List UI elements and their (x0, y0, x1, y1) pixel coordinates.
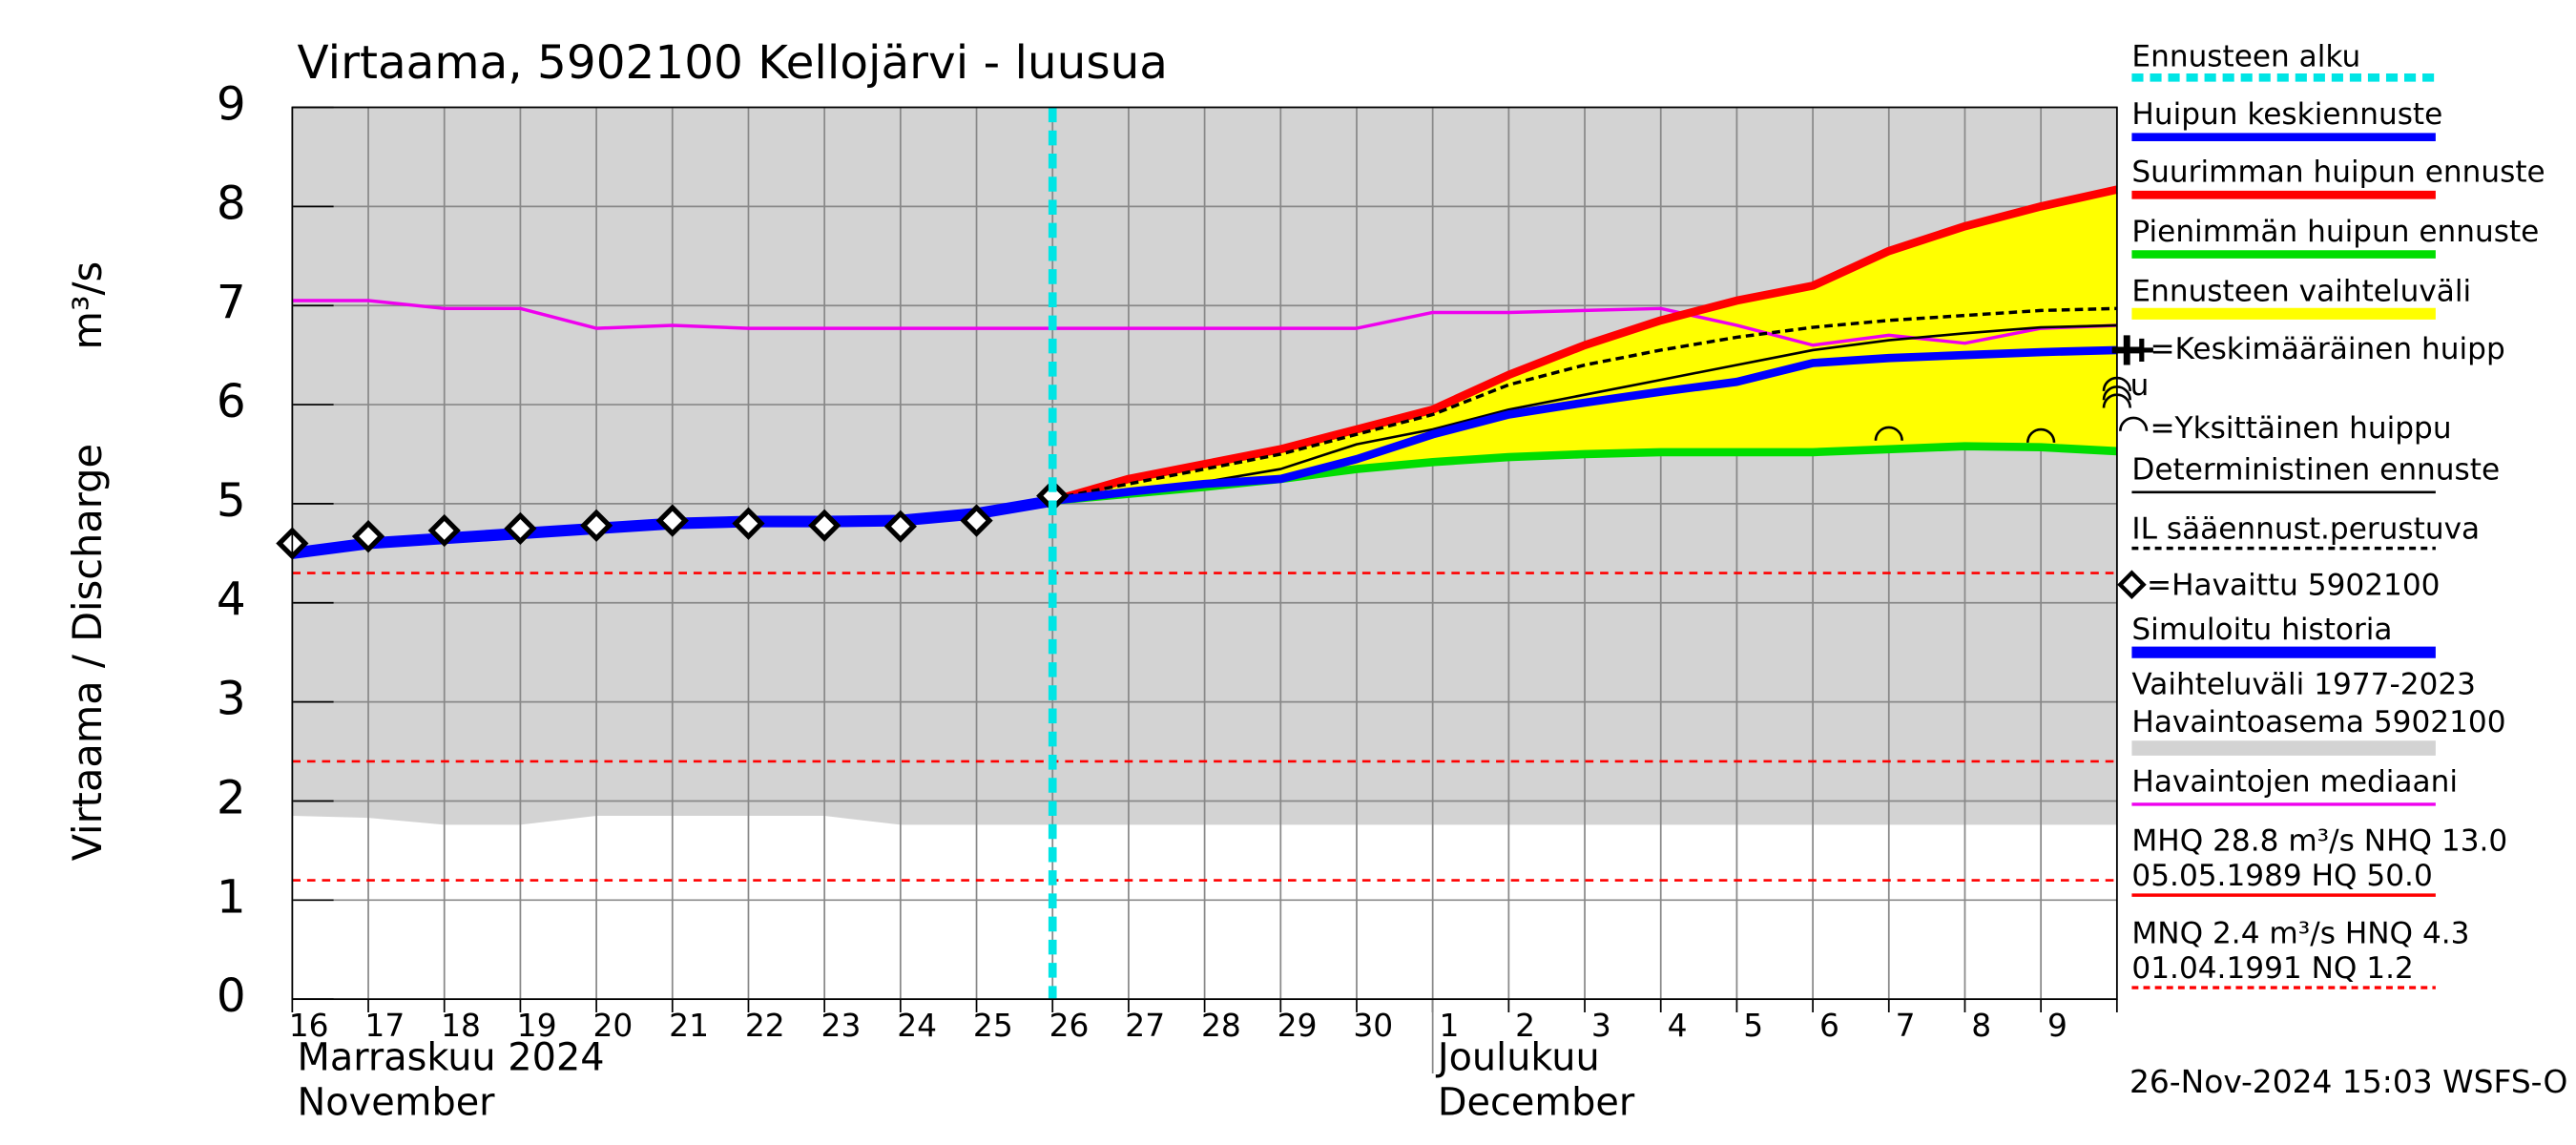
legend-label: =Keskimääräinen huipp (2150, 332, 2504, 366)
x-tick-label: 18 (441, 1007, 481, 1044)
month-label: Marraskuu 2024 (298, 1036, 605, 1080)
x-tick-label: 26 (1049, 1007, 1090, 1044)
x-tick-label: 5 (1743, 1007, 1763, 1044)
x-tick-label: 21 (669, 1007, 709, 1044)
legend-label: =Havaittu 5902100 (2147, 568, 2440, 602)
legend-swatch (2117, 570, 2147, 600)
legend-label: Simuloitu historia (2131, 613, 2392, 647)
x-tick-label: 27 (1125, 1007, 1165, 1044)
legend-label: Ennusteen alku (2131, 40, 2360, 74)
month-label: Joulukuu (1435, 1036, 1600, 1080)
legend-label: Suurimman huipun ennuste (2131, 156, 2545, 190)
observed-marker (1036, 479, 1070, 512)
x-tick-label: 29 (1278, 1007, 1318, 1044)
x-tick-label: 16 (289, 1007, 329, 1044)
y-tick-label: 7 (217, 276, 246, 329)
observed-marker (732, 507, 765, 540)
x-tick-label: 3 (1591, 1007, 1611, 1044)
x-tick-label: 20 (592, 1007, 633, 1044)
y-tick-label: 9 (217, 78, 246, 132)
y-axis-label: Virtaama / Discharge (64, 444, 111, 861)
observed-marker (655, 504, 689, 537)
legend-label: MHQ 28.8 m³/s NHQ 13.0 (2131, 824, 2507, 859)
series-line (292, 299, 2117, 347)
x-tick-label: 9 (2047, 1007, 2067, 1044)
observed-marker (351, 520, 385, 553)
legend-label: IL sääennust.perustuva (2131, 512, 2480, 547)
x-tick-label: 24 (897, 1007, 937, 1044)
y-tick-label: 5 (217, 474, 246, 528)
x-tick-label: 6 (1819, 1007, 1839, 1044)
observed-marker (960, 504, 993, 537)
x-tick-label: 30 (1353, 1007, 1393, 1044)
single-peak (1874, 426, 1903, 441)
y-tick-label: 0 (217, 969, 246, 1023)
x-tick-label: 22 (745, 1007, 785, 1044)
legend-label: Havaintoasema 5902100 (2131, 705, 2505, 739)
month-label: November (298, 1080, 496, 1124)
legend-label: Deterministinen ennuste (2131, 452, 2500, 487)
single-peak (2026, 427, 2056, 443)
legend-label: 05.05.1989 HQ 50.0 (2131, 859, 2432, 893)
legend-label: Havaintojen mediaani (2131, 764, 2458, 799)
series-line (1052, 323, 2117, 503)
x-tick-label: 28 (1201, 1007, 1241, 1044)
y-tick-label: 3 (217, 673, 246, 726)
y-axis-unit: m³/s (64, 261, 111, 350)
x-tick-label: 8 (1971, 1007, 1991, 1044)
x-tick-label: 1 (1440, 1007, 1460, 1044)
observed-marker (427, 513, 461, 548)
observed-marker (883, 510, 917, 543)
chart-title: Virtaama, 5902100 Kellojärvi - luusua (298, 36, 1168, 90)
timestamp: 26-Nov-2024 15:03 WSFS-O (2129, 1063, 2567, 1100)
legend-label: Vaihteluväli 1977-2023 (2131, 667, 2476, 701)
x-tick-label: 19 (517, 1007, 557, 1044)
x-tick-label: 4 (1668, 1007, 1688, 1044)
legend-label: Pienimmän huipun ennuste (2131, 215, 2539, 249)
legend-label: MNQ 2.4 m³/s HNQ 4.3 (2131, 917, 2469, 951)
observed-marker (579, 509, 613, 542)
series-line (1051, 185, 2118, 505)
series-line (1051, 306, 2117, 501)
plot-frame (291, 106, 2118, 1001)
observed-marker (808, 509, 841, 542)
series-line (1051, 345, 2117, 506)
observed-marker (504, 511, 537, 546)
month-label: December (1438, 1080, 1635, 1124)
x-tick-label: 17 (364, 1007, 405, 1044)
legend-label: 01.04.1991 NQ 1.2 (2131, 951, 2413, 986)
y-tick-label: 4 (217, 573, 246, 627)
legend-label: Huipun keskiennuste (2131, 97, 2442, 132)
y-tick-label: 2 (217, 771, 246, 824)
y-tick-label: 6 (217, 375, 246, 428)
x-tick-label: 2 (1515, 1007, 1535, 1044)
x-tick-label: 23 (821, 1007, 862, 1044)
y-tick-label: 8 (217, 177, 246, 230)
legend-label: =Yksittäinen huippu (2150, 411, 2451, 446)
legend-label: Ennusteen vaihteluväli (2131, 274, 2471, 308)
legend-swatch (2119, 416, 2149, 431)
legend-label: u (2130, 368, 2150, 403)
x-tick-label: 7 (1896, 1007, 1916, 1044)
y-tick-label: 1 (217, 870, 246, 924)
legend-swatch (2129, 338, 2153, 363)
x-tick-label: 25 (973, 1007, 1013, 1044)
